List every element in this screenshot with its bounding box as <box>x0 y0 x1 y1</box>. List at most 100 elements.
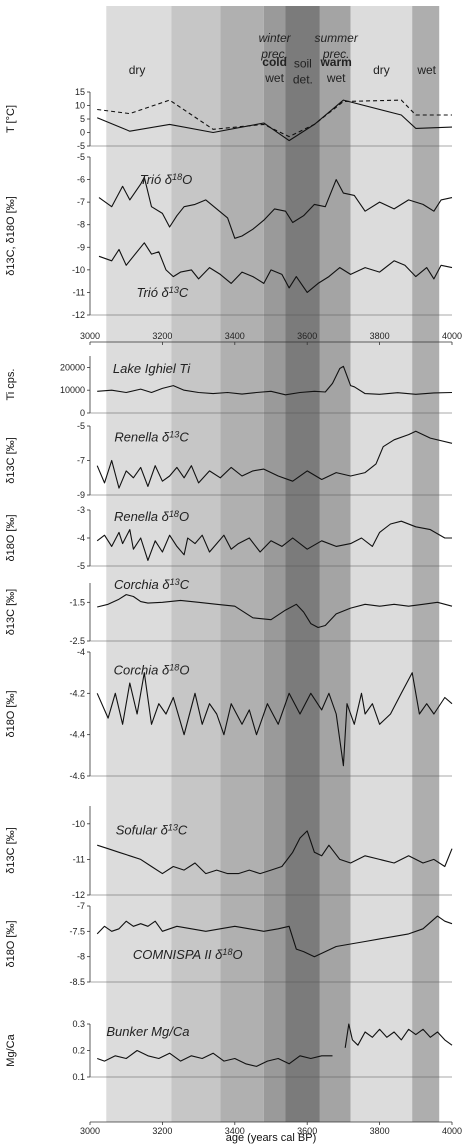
phase-band-5 <box>263 6 286 1122</box>
series-line-1 <box>96 915 453 958</box>
series-line-2 <box>344 1023 453 1048</box>
series-line-1 <box>97 365 453 396</box>
proxy-label: Lake Ighiel Ti <box>113 361 191 376</box>
y-tick-label: -10 <box>72 265 85 275</box>
panel-9: -7 -7.5 -8 -8.5 δ18O [‰] COMNISPA II δ18O <box>5 901 453 987</box>
proxy-label: Bunker Mg/Ca <box>106 1024 189 1039</box>
x-tick-label: 3000 <box>80 1126 100 1136</box>
phase-label-det-7: det. <box>293 73 313 87</box>
climate-phase-labels: drywinterprec.coldwetsoildet.summerprec.… <box>129 31 437 87</box>
phase-band-6 <box>285 6 320 1122</box>
phase-label-summer-8: summer <box>314 31 358 45</box>
proxy-label: Trió δ18O <box>140 172 193 187</box>
y-tick-label: -4 <box>77 647 85 657</box>
mid-x-tick-label: 3600 <box>297 331 317 341</box>
y-tick-label: 15 <box>75 87 85 97</box>
series-line-1 <box>96 520 452 561</box>
mid-x-tick-label: 3000 <box>80 331 100 341</box>
x-tick-label: 3800 <box>370 1126 390 1136</box>
phase-label-warm-10: warm <box>319 55 351 69</box>
proxy-label: Trió δ13C <box>137 285 189 300</box>
y-axis-title: δ18O [‰] <box>5 514 17 561</box>
phase-label-wet-5: wet <box>264 71 284 85</box>
mid-x-tick-label: 4000 <box>442 331 462 341</box>
climate-phase-bands <box>90 6 452 1122</box>
y-tick-label: 0.1 <box>72 1072 85 1082</box>
x-tick-label: 3200 <box>152 1126 172 1136</box>
proxy-label: Renella δ13C <box>114 430 189 445</box>
panel-8: -10 -11 -12 δ13C [‰] Sofular δ13C <box>5 806 453 900</box>
bottom-x-axis: 3000 3200 3400 3600 3800 4000 <box>80 1121 462 1136</box>
y-axis-title: δ13C [‰] <box>5 827 17 873</box>
phase-label-dry-1: dry <box>129 63 146 77</box>
proxy-panels: 15 10 5 0 -5 T [°C] -5 -6 -7 -8 -9 -10 -11 -12 δ13C, δ… <box>5 87 462 1082</box>
y-tick-label: 0.3 <box>72 1019 85 1029</box>
x-tick-label: 4000 <box>442 1126 462 1136</box>
panel-6: -1.5 -2.5 δ13C [‰] Corchia δ13C <box>5 577 453 646</box>
y-tick-label: -8.5 <box>69 977 85 987</box>
proxy-label: Renella δ18O <box>114 509 189 524</box>
phase-label-prec-9: prec. <box>322 47 350 61</box>
y-axis-title: δ18O [‰] <box>5 920 17 967</box>
y-axis-title: δ13C [‰] <box>5 437 17 483</box>
y-tick-label: -8 <box>77 952 85 962</box>
y-tick-label: -11 <box>73 287 85 297</box>
series-line-1 <box>97 594 453 629</box>
y-tick-label: -9 <box>77 490 85 500</box>
y-tick-label: -6 <box>77 175 85 185</box>
y-tick-label: 5 <box>80 114 85 124</box>
phase-label-prec-3: prec. <box>260 47 288 61</box>
phase-label-dry-12: dry <box>373 63 390 77</box>
panel-5: -3 -4 -5 δ18O [‰] Renella δ18O <box>5 505 452 571</box>
y-tick-label: 0.2 <box>72 1046 85 1056</box>
phase-label-wet-13: wet <box>416 63 436 77</box>
y-tick-label: -4 <box>77 533 85 543</box>
phase-band-8 <box>350 6 413 1122</box>
phase-band-9 <box>412 6 440 1122</box>
series-line-1 <box>98 176 453 239</box>
series-line-2 <box>96 99 453 142</box>
series-line-1 <box>96 430 453 489</box>
mid-x-tick-label: 3800 <box>370 331 390 341</box>
phase-band-2 <box>106 6 172 1122</box>
x-tick-label: 3600 <box>297 1126 317 1136</box>
series-line-1 <box>96 672 453 767</box>
y-tick-label: 10 <box>75 101 85 111</box>
panel-2: -5 -6 -7 -8 -9 -10 -11 -12 δ13C, δ18O [‰] Trió δ1… <box>5 152 453 320</box>
panel-3: 20000 10000 0 Ti cps. 3000 3200 3400 3600 3800 40… <box>5 331 462 418</box>
panel-7: -4 -4.2 -4.4 -4.6 δ18O [‰] Corchia δ18O <box>5 647 453 781</box>
y-tick-label: -1.5 <box>69 597 85 607</box>
y-tick-label: -12 <box>72 310 85 320</box>
phase-band-10 <box>439 6 452 1122</box>
y-tick-label: -12 <box>72 890 85 900</box>
y-tick-label: -5 <box>77 421 85 431</box>
y-tick-label: -11 <box>73 854 85 864</box>
phase-label-winter-2: winter <box>259 31 292 45</box>
phase-label-soil-6: soil <box>294 57 312 71</box>
phase-band-3 <box>171 6 221 1122</box>
y-tick-label: -7.5 <box>69 926 85 936</box>
y-tick-label: 0 <box>80 408 85 418</box>
x-tick-label: 3400 <box>225 1126 245 1136</box>
y-tick-label: -5 <box>77 141 85 151</box>
panel-4: -5 -7 -9 δ13C [‰] Renella δ13C <box>5 421 453 500</box>
phase-band-4 <box>220 6 264 1122</box>
y-tick-label: -9 <box>77 242 85 252</box>
mid-x-tick-label: 3200 <box>152 331 172 341</box>
y-axis-title: δ18O [‰] <box>5 690 17 737</box>
mid-x-tick-label: 3400 <box>225 331 245 341</box>
y-tick-label: -4.4 <box>69 730 85 740</box>
phase-label-wet-11: wet <box>326 71 346 85</box>
y-tick-label: -4.2 <box>69 688 85 698</box>
y-tick-label: -5 <box>77 152 85 162</box>
y-tick-label: -7 <box>77 901 85 911</box>
y-tick-label: -7 <box>77 456 85 466</box>
y-tick-label: -10 <box>72 819 85 829</box>
panel-10: 0.3 0.2 0.1 Mg/Ca Bunker Mg/Ca <box>5 1019 453 1082</box>
y-tick-label: 10000 <box>60 385 85 395</box>
y-tick-label: -7 <box>77 197 85 207</box>
y-tick-label: -2.5 <box>69 636 85 646</box>
y-tick-label: 20000 <box>60 362 85 372</box>
proxy-label: Corchia δ18O <box>114 663 190 678</box>
y-axis-title: T [°C] <box>5 105 17 133</box>
